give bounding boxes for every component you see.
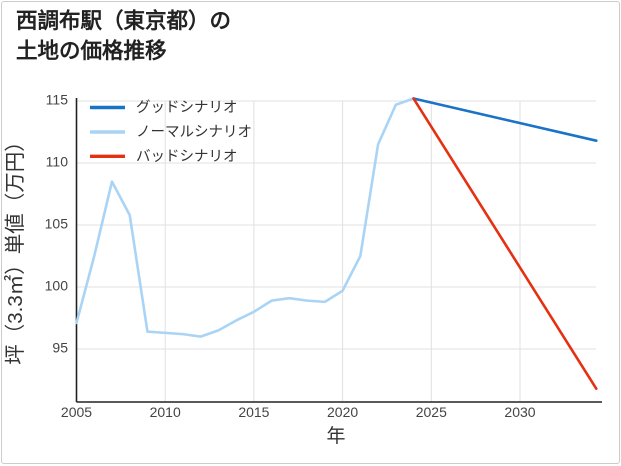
- svg-text:坪（3.3㎡）単値（万円）: 坪（3.3㎡）単値（万円）: [3, 131, 27, 365]
- svg-text:バッドシナリオ: バッドシナリオ: [136, 149, 238, 165]
- svg-text:2025: 2025: [416, 404, 447, 420]
- svg-text:115: 115: [46, 92, 69, 108]
- svg-text:95: 95: [52, 340, 68, 356]
- svg-text:2010: 2010: [150, 404, 181, 420]
- svg-text:年: 年: [326, 425, 345, 447]
- svg-text:2030: 2030: [504, 404, 535, 420]
- svg-text:2020: 2020: [327, 404, 358, 420]
- svg-text:100: 100: [45, 278, 69, 294]
- svg-text:ノーマルシナリオ: ノーマルシナリオ: [136, 125, 252, 141]
- svg-text:グッドシナリオ: グッドシナリオ: [136, 99, 238, 116]
- svg-text:110: 110: [46, 154, 69, 170]
- svg-text:105: 105: [45, 216, 69, 232]
- svg-text:2005: 2005: [61, 404, 92, 420]
- svg-text:2015: 2015: [238, 404, 269, 420]
